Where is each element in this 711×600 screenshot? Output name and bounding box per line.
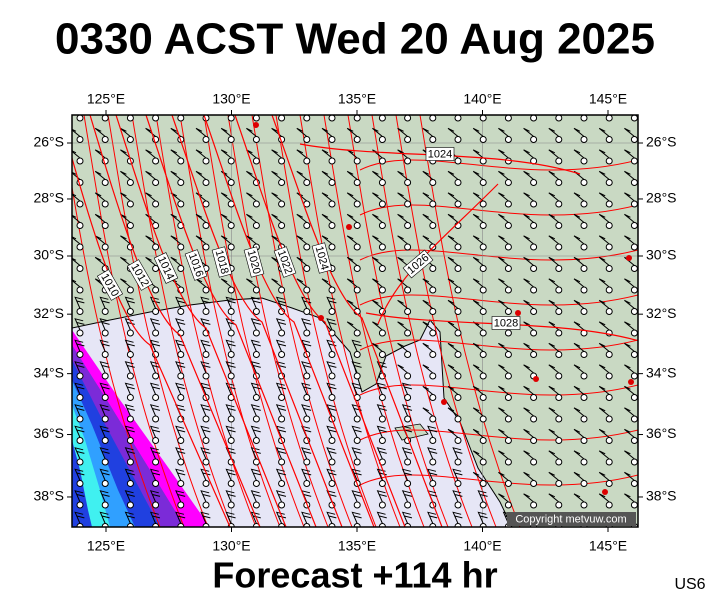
map-body: 1010 1012 1014 1016 1018 1020 1022 102410241026…: [72, 115, 638, 527]
lat-label: 26°S: [33, 134, 64, 150]
copyright-box: [507, 512, 636, 526]
lon-label: 145°E: [589, 91, 627, 107]
code: US6: [674, 576, 705, 593]
forecast: Forecast +114 hr: [212, 555, 497, 596]
isobar-label-box: [211, 246, 233, 278]
lat-label: 38°S: [646, 488, 677, 504]
lon-label: 140°E: [463, 538, 501, 554]
isobar-label-box: [153, 252, 179, 284]
city-dot: [441, 399, 447, 405]
title: 0330 ACST Wed 20 Aug 2025: [55, 15, 655, 64]
map-frame: [71, 114, 639, 528]
barb-staffs: [72, 115, 635, 524]
lat-label: 34°S: [646, 364, 677, 380]
isobar-label-box: [273, 246, 297, 278]
isobar-label-text: 1024: [428, 148, 452, 160]
city-dot: [318, 315, 324, 321]
graticule: 125°E 125°E 130°E 130°E 135°E 135°E 140°E 140°E…: [33, 91, 676, 554]
lon-label: 135°E: [338, 91, 376, 107]
city-dot: [346, 224, 352, 230]
lon-label: 135°E: [338, 538, 376, 554]
city-dot: [628, 379, 634, 385]
lat-label: 30°S: [33, 247, 64, 263]
city-dot: [602, 489, 608, 495]
city-dot: [533, 376, 539, 382]
isobar-label-box: [311, 242, 333, 274]
city-dot: [515, 310, 521, 316]
isobar-label-text: 1028: [494, 317, 518, 329]
lat-label: 36°S: [646, 425, 677, 441]
isobar-label-box: [402, 249, 434, 279]
lat-label: 28°S: [646, 190, 677, 206]
isobar-label: 1024: [311, 242, 333, 274]
isobar-label-box: [126, 259, 154, 291]
lon-label: 130°E: [212, 91, 250, 107]
lat-label: 34°S: [33, 364, 64, 380]
lon-label: 125°E: [87, 538, 125, 554]
isobar-label: 1020: [243, 246, 265, 278]
city-dot: [253, 122, 259, 128]
lat-label: 32°S: [33, 305, 64, 321]
city-dot: [626, 255, 632, 261]
barb-stations: [76, 115, 638, 527]
lat-label: 36°S: [33, 425, 64, 441]
copyright: Copyright metvuw.com: [515, 513, 626, 525]
isobar-label-box: [491, 316, 521, 330]
lat-label: 32°S: [646, 305, 677, 321]
lon-label: 145°E: [589, 538, 627, 554]
lat-label: 26°S: [646, 134, 677, 150]
lat-label: 28°S: [33, 190, 64, 206]
lat-label: 30°S: [646, 247, 677, 263]
isobar-label-box: [425, 147, 455, 161]
lon-label: 140°E: [463, 91, 501, 107]
lon-label: 130°E: [212, 538, 250, 554]
isobar-label-box: [184, 249, 208, 281]
isobar-label: 1018: [211, 246, 233, 278]
wind-barbs: [72, 115, 638, 527]
isobar-label-box: [96, 269, 124, 301]
isobar-label: 1024: [425, 147, 455, 161]
isobar-label: 1028: [491, 316, 521, 330]
isobar-label-box: [243, 246, 265, 278]
lon-label: 125°E: [87, 91, 125, 107]
lat-label: 38°S: [33, 488, 64, 504]
